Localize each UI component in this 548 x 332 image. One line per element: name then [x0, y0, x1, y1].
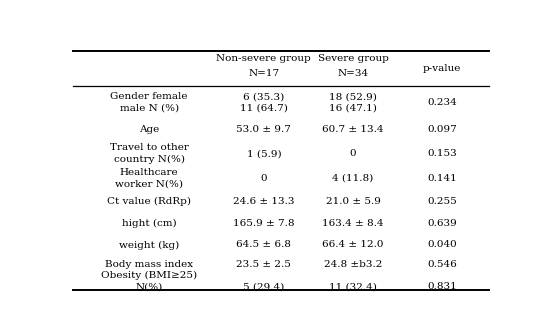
Text: 4 (11.8): 4 (11.8): [333, 174, 374, 183]
Text: 24.6 ± 13.3: 24.6 ± 13.3: [233, 197, 295, 206]
Text: 0.040: 0.040: [427, 240, 457, 249]
Text: 1 (5.9): 1 (5.9): [247, 149, 281, 158]
Text: 66.4 ± 12.0: 66.4 ± 12.0: [322, 240, 384, 249]
Text: 0.255: 0.255: [427, 197, 457, 206]
Text: 0.153: 0.153: [427, 149, 457, 158]
Text: Severe group: Severe group: [318, 54, 389, 63]
Text: hight (cm): hight (cm): [122, 219, 176, 228]
Text: 0: 0: [260, 174, 267, 183]
Text: Ct value (RdRp): Ct value (RdRp): [107, 197, 191, 206]
Text: 0.097: 0.097: [427, 125, 457, 134]
Text: 0.639: 0.639: [427, 219, 457, 228]
Text: 23.5 ± 2.5

5 (29.4): 23.5 ± 2.5 5 (29.4): [236, 260, 292, 291]
Text: 0.234: 0.234: [427, 98, 457, 107]
Text: Healthcare
worker N(%): Healthcare worker N(%): [115, 168, 183, 189]
Text: Non-severe group: Non-severe group: [216, 54, 311, 63]
Text: Body mass index
Obesity (BMI≥25)
N(%): Body mass index Obesity (BMI≥25) N(%): [101, 260, 197, 291]
Text: p-value: p-value: [423, 64, 461, 73]
Text: N=34: N=34: [338, 69, 369, 78]
Text: weight (kg): weight (kg): [119, 240, 179, 250]
Text: N=17: N=17: [248, 69, 279, 78]
Text: 21.0 ± 5.9: 21.0 ± 5.9: [326, 197, 380, 206]
Text: 6 (35.3)
11 (64.7): 6 (35.3) 11 (64.7): [240, 92, 288, 113]
Text: 0: 0: [350, 149, 356, 158]
Text: 165.9 ± 7.8: 165.9 ± 7.8: [233, 219, 295, 228]
Text: 18 (52.9)
16 (47.1): 18 (52.9) 16 (47.1): [329, 92, 377, 113]
Text: 0.141: 0.141: [427, 174, 457, 183]
Text: 24.8 ±b3.2

11 (32.4): 24.8 ±b3.2 11 (32.4): [324, 260, 383, 291]
Text: 163.4 ± 8.4: 163.4 ± 8.4: [322, 219, 384, 228]
Text: 0.546

0.831: 0.546 0.831: [427, 260, 457, 291]
Text: 64.5 ± 6.8: 64.5 ± 6.8: [236, 240, 292, 249]
Text: Age: Age: [139, 125, 159, 134]
Text: Travel to other
country N(%): Travel to other country N(%): [110, 143, 189, 164]
Text: Gender female
male N (%): Gender female male N (%): [111, 92, 188, 113]
Text: 60.7 ± 13.4: 60.7 ± 13.4: [322, 125, 384, 134]
Text: 53.0 ± 9.7: 53.0 ± 9.7: [236, 125, 292, 134]
